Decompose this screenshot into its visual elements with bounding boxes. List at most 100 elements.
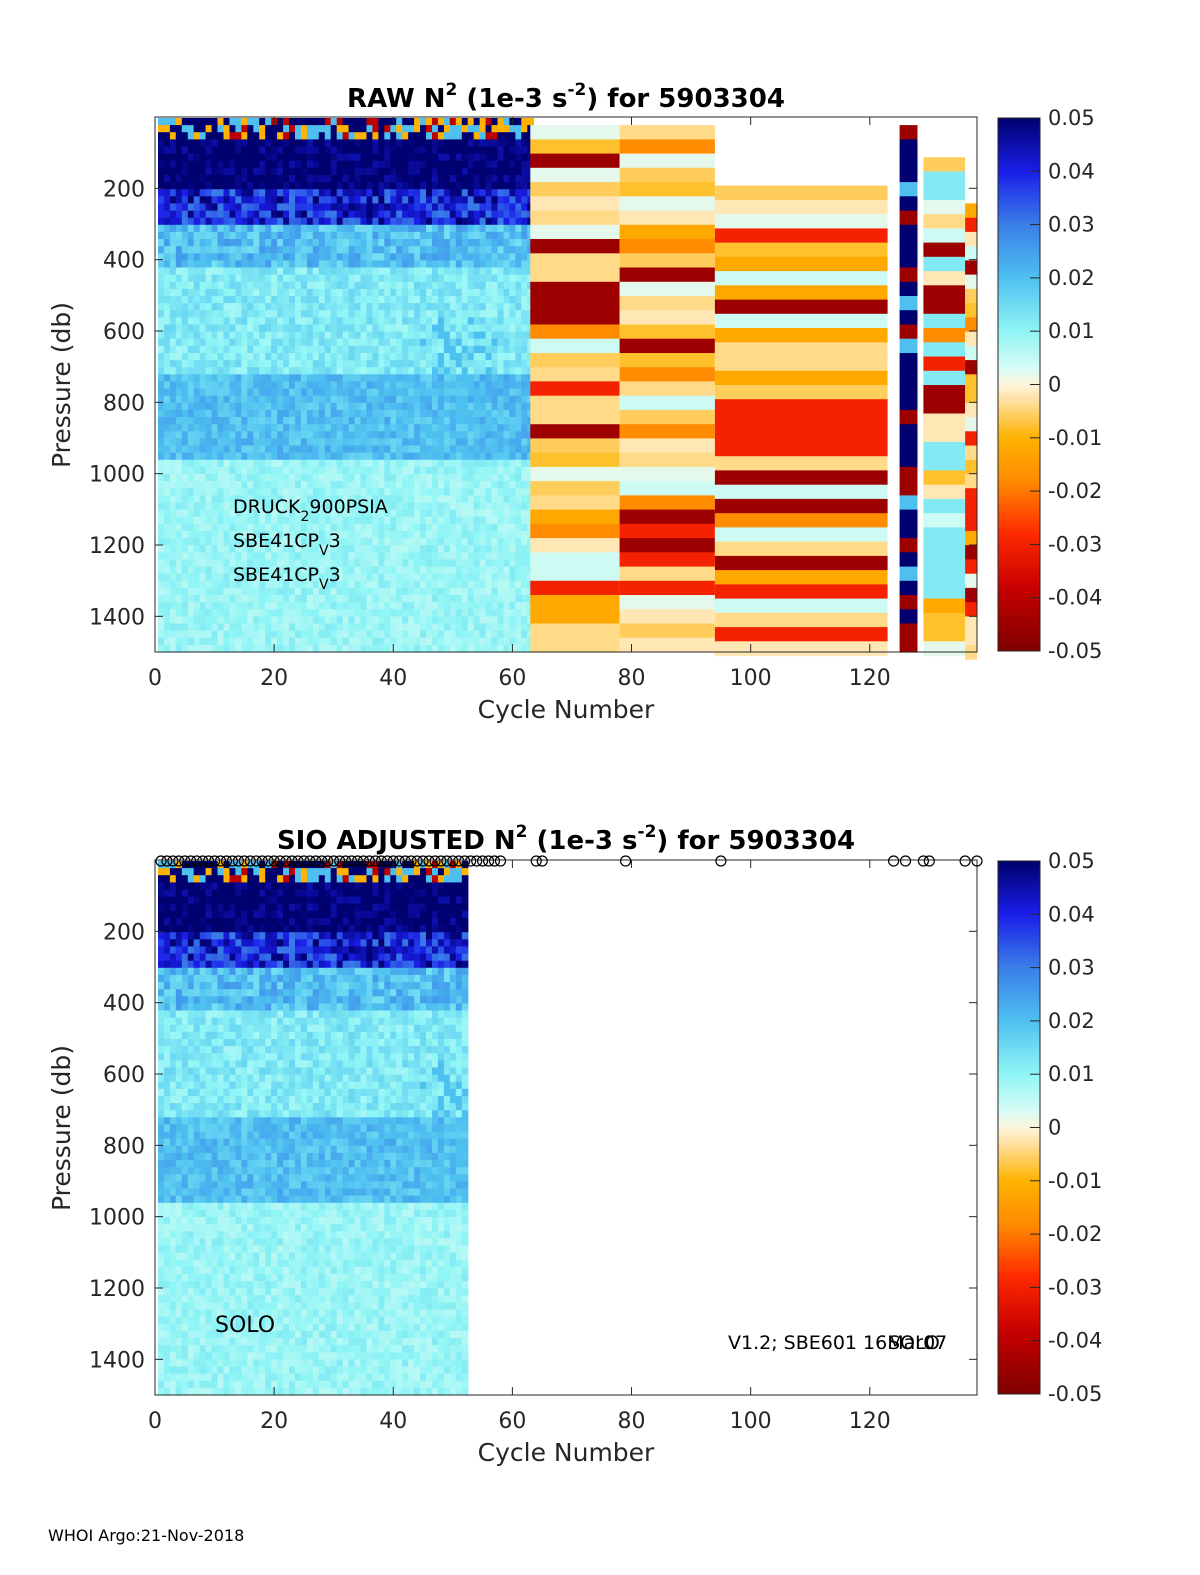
heatmap-cell [217,253,225,261]
heatmap-cell [330,196,338,204]
heatmap-cell [378,196,385,204]
heatmap-cell [283,402,290,411]
x-tick-label: 100 [730,666,772,691]
heatmap-cell [509,566,516,575]
heatmap-cell [169,274,177,283]
heatmap-cell [503,217,511,226]
heatmap-cell [384,139,391,148]
heatmap-cell [271,509,278,518]
heatmap-cell [965,203,977,219]
heatmap-cell [491,566,499,575]
heatmap-cell [467,509,475,518]
heatmap-cell [485,310,493,318]
heatmap-cell [354,139,362,148]
heatmap-cell [426,602,433,610]
heatmap-cell [426,331,433,340]
heatmap-cell [265,353,272,361]
heatmap-cell [479,146,487,155]
heatmap-cell [289,552,296,560]
heatmap-cell [384,231,391,240]
heatmap-cell [300,310,308,318]
heatmap-cell [265,360,272,368]
heatmap-cell [289,417,296,425]
heatmap-cell [277,224,284,233]
heatmap-cell [247,602,254,610]
heatmap-cell [295,438,302,447]
heatmap-cell [515,210,522,219]
heatmap-cell [295,367,302,375]
heatmap-cell [714,641,888,657]
heatmap-cell [330,559,338,568]
heatmap-cell [205,516,213,525]
heatmap-cell [479,573,487,582]
heatmap-cell [455,417,463,425]
heatmap-cell [223,210,231,219]
heatmap-cell [619,637,715,653]
heatmap-cell [211,189,219,197]
heatmap-cell [223,637,231,646]
heatmap-cell [479,431,487,439]
heatmap-cell [360,125,368,133]
heatmap-cell [348,182,356,190]
top-colorbar-ticks: 0.050.040.030.020.010-0.01-0.02-0.03-0.0… [1030,106,1102,663]
heatmap-cell [408,203,415,212]
heatmap-cell [175,609,183,617]
heatmap-cell [193,381,201,390]
heatmap-cell [283,167,290,176]
heatmap-cell [205,203,213,212]
heatmap-cell [306,481,314,489]
heatmap-cell [503,274,511,283]
heatmap-cell [366,345,374,354]
heatmap-cell [467,182,475,190]
heatmap-cell [271,132,278,140]
heatmap-cell [289,146,296,155]
heatmap-cell [187,602,195,610]
heatmap-cell [449,189,457,197]
heatmap-cell [247,630,254,639]
heatmap-cell [354,367,362,375]
heatmap-cell [503,573,511,582]
heatmap-cell [455,338,463,347]
heatmap-cell [420,281,427,290]
heatmap-cell [199,516,207,525]
heatmap-cell [336,303,344,311]
heatmap-cell [378,531,385,539]
heatmap-cell [193,531,201,539]
heatmap-cell [479,445,487,454]
heatmap-cell [163,630,171,639]
heatmap-cell [443,388,451,397]
heatmap-cell [205,438,213,447]
heatmap-cell [312,175,320,183]
heatmap-cell [199,395,207,404]
heatmap-cell [443,367,451,375]
top-axes-box [154,116,978,653]
heatmap-cell [169,545,177,553]
heatmap-cell [396,623,403,632]
heatmap-cell [354,246,362,254]
heatmap-cell [396,445,403,454]
heatmap-cell [193,139,201,148]
heatmap-cell [509,381,516,390]
heatmap-cell [521,345,528,354]
heatmap-cell [396,239,403,247]
heatmap-cell [163,367,171,375]
heatmap-cell [247,260,254,269]
heatmap-cell [408,296,415,304]
heatmap-cell [420,231,427,240]
heatmap-cell [384,573,391,582]
heatmap-cell [342,360,350,368]
heatmap-cell [515,474,522,482]
heatmap-cell [223,623,231,632]
heatmap-cell [271,324,278,333]
heatmap-cell [449,459,457,468]
heatmap-cell [265,609,272,617]
heatmap-cell [342,118,350,126]
heatmap-cell [354,345,362,354]
heatmap-cell [384,310,391,318]
heatmap-cell [515,509,522,518]
heatmap-cell [235,310,242,318]
heatmap-cell [473,474,481,482]
heatmap-cell [300,495,308,504]
heatmap-cell [342,331,350,340]
heatmap-cell [491,146,499,155]
